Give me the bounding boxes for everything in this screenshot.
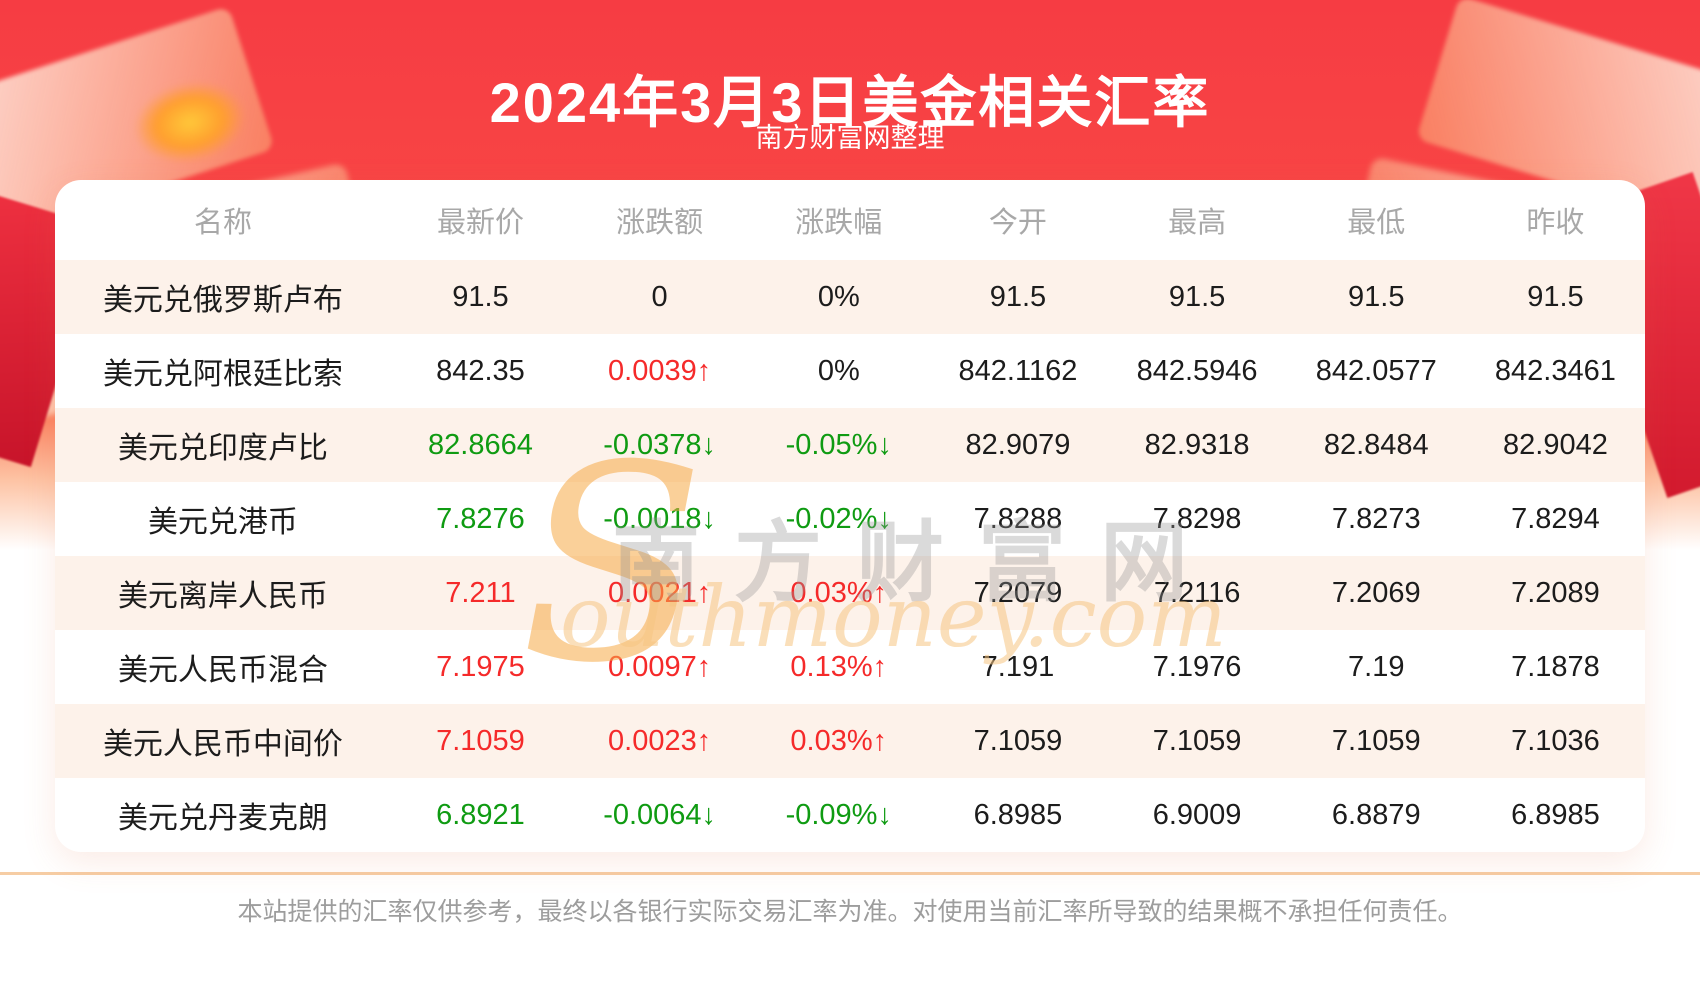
- change-amount: 0.0097↑: [608, 650, 712, 683]
- pair-name: 美元兑阿根廷比索: [102, 358, 343, 391]
- column-header: 涨跌幅: [795, 207, 883, 239]
- pair-name: 美元人民币中间价: [102, 728, 343, 761]
- change-percent: -0.09%↓: [785, 798, 892, 831]
- table-row: 美元兑港币 7.8276 -0.0018↓ -0.02%↓ 7.8288 7.8298 7.…: [55, 482, 1645, 556]
- prev-close: 7.2089: [1511, 576, 1600, 609]
- open-price: 6.8985: [973, 798, 1063, 831]
- table-body: 美元兑俄罗斯卢布 91.5 0 0% 91.5 91.5 91.5 91.5 美元兑阿根廷比索 8…: [55, 260, 1645, 852]
- pair-name: 美元兑丹麦克朗: [117, 802, 328, 835]
- high-price: 842.5946: [1136, 354, 1258, 387]
- pair-name: 美元兑港币: [147, 506, 298, 539]
- prev-close: 842.3461: [1494, 354, 1616, 387]
- pair-name: 美元离岸人民币: [117, 580, 328, 613]
- change-amount: -0.0378↓: [603, 428, 717, 461]
- high-price: 6.9009: [1152, 798, 1242, 831]
- table-row: 美元兑印度卢比 82.8664 -0.0378↓ -0.05%↓ 82.9079 82.9…: [55, 408, 1645, 482]
- latest-price: 91.5: [452, 280, 509, 313]
- change-percent: -0.05%↓: [785, 428, 892, 461]
- prev-close: 91.5: [1527, 280, 1584, 313]
- open-price: 842.1162: [958, 354, 1078, 387]
- open-price: 7.2079: [973, 576, 1063, 609]
- change-percent: 0%: [817, 280, 860, 313]
- table-row: 美元兑阿根廷比索 842.35 0.0039↑ 0% 842.1162 842.5946 8…: [55, 334, 1645, 408]
- high-price: 82.9318: [1144, 428, 1250, 461]
- change-percent: 0.13%↑: [790, 650, 888, 683]
- column-header: 最低: [1347, 207, 1406, 239]
- latest-price: 7.211: [445, 576, 516, 609]
- low-price: 91.5: [1348, 280, 1405, 313]
- open-price: 7.8288: [973, 502, 1063, 535]
- open-price: 7.191: [981, 650, 1055, 683]
- high-price: 91.5: [1168, 280, 1226, 313]
- change-percent: 0%: [817, 354, 860, 387]
- latest-price: 6.8921: [436, 798, 525, 831]
- column-header: 涨跌额: [616, 207, 704, 239]
- low-price: 7.2069: [1331, 576, 1421, 609]
- change-amount: 0.0039↑: [608, 354, 712, 387]
- header-row: 名称 最新价 涨跌额 涨跌幅 今开 最高 最低 昨收: [55, 180, 1645, 260]
- low-price: 6.8879: [1331, 798, 1421, 831]
- table-header: 名称 最新价 涨跌额 涨跌幅 今开 最高 最低 昨收: [55, 180, 1645, 260]
- table-row: 美元人民币中间价 7.1059 0.0023↑ 0.03%↑ 7.1059 7.1059 7…: [55, 704, 1645, 778]
- change-amount: 0.0021↑: [608, 576, 712, 609]
- table-row: 美元人民币混合 7.1975 0.0097↑ 0.13%↑ 7.191 7.1976 7.1…: [55, 630, 1645, 704]
- prev-close: 82.9042: [1503, 428, 1608, 461]
- change-amount: -0.0064↓: [603, 798, 717, 831]
- column-header: 名称: [193, 207, 252, 239]
- latest-price: 7.1975: [436, 650, 525, 683]
- footer-divider: [0, 872, 1700, 875]
- open-price: 7.1059: [973, 724, 1063, 757]
- column-header: 今开: [988, 207, 1047, 239]
- change-percent: -0.02%↓: [785, 502, 892, 535]
- change-percent: 0.03%↑: [790, 576, 888, 609]
- pair-name: 美元兑俄罗斯卢布: [102, 284, 343, 317]
- change-amount: 0.0023↑: [608, 724, 712, 757]
- table-row: 美元兑丹麦克朗 6.8921 -0.0064↓ -0.09%↓ 6.8985 6.9009…: [55, 778, 1645, 852]
- high-price: 7.1976: [1152, 650, 1242, 683]
- table-row: 美元兑俄罗斯卢布 91.5 0 0% 91.5 91.5 91.5 91.5: [55, 260, 1645, 334]
- prev-close: 7.1036: [1511, 724, 1600, 757]
- high-price: 7.8298: [1152, 502, 1242, 535]
- page-title: 2024年3月3日美金相关汇率: [489, 70, 1211, 134]
- low-price: 7.1059: [1331, 724, 1421, 757]
- prev-close: 7.1878: [1511, 650, 1600, 683]
- rates-table: 名称 最新价 涨跌额 涨跌幅 今开 最高 最低 昨收 美元兑俄罗斯卢布 91.5 0 0% 91.5 9…: [55, 180, 1645, 852]
- low-price: 7.8273: [1331, 502, 1421, 535]
- column-header: 最高: [1168, 207, 1227, 239]
- change-percent: 0.03%↑: [790, 724, 888, 757]
- open-price: 91.5: [989, 280, 1047, 313]
- change-amount: -0.0018↓: [603, 502, 717, 535]
- high-price: 7.1059: [1152, 724, 1242, 757]
- table-row: 美元离岸人民币 7.211 0.0021↑ 0.03%↑ 7.2079 7.2116 7.2…: [55, 556, 1645, 630]
- rates-table-card: 名称 最新价 涨跌额 涨跌幅 今开 最高 最低 昨收 美元兑俄罗斯卢布 91.5 0 0% 91.5 9…: [55, 180, 1645, 852]
- low-price: 82.8484: [1323, 428, 1429, 461]
- column-header: 昨收: [1526, 207, 1585, 239]
- high-price: 7.2116: [1153, 576, 1241, 609]
- prev-close: 6.8985: [1511, 798, 1600, 831]
- column-header: 最新价: [436, 207, 524, 239]
- pair-name: 美元兑印度卢比: [117, 432, 328, 465]
- disclaimer-text: 本站提供的汇率仅供参考，最终以各银行实际交易汇率为准。对使用当前汇率所导致的结果…: [237, 898, 1463, 926]
- low-price: 842.0577: [1315, 354, 1437, 387]
- change-amount: 0: [651, 280, 668, 313]
- latest-price: 842.35: [436, 354, 525, 387]
- latest-price: 7.8276: [436, 502, 525, 535]
- pair-name: 美元人民币混合: [117, 654, 328, 687]
- low-price: 7.19: [1348, 650, 1405, 683]
- open-price: 82.9079: [965, 428, 1071, 461]
- page-subtitle: 南方财富网整理: [755, 123, 945, 153]
- latest-price: 82.8664: [428, 428, 533, 461]
- prev-close: 7.8294: [1511, 502, 1600, 535]
- latest-price: 7.1059: [436, 724, 525, 757]
